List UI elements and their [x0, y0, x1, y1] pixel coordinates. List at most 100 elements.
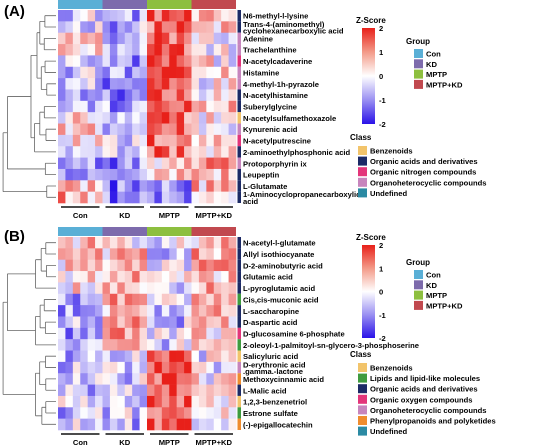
heatmap-cell — [72, 305, 81, 317]
heatmap-cell — [191, 78, 200, 90]
heatmap-cell — [221, 44, 229, 56]
heatmap-cell — [147, 66, 155, 79]
heatmap-cell — [154, 100, 163, 113]
heatmap-cell — [87, 293, 96, 306]
heatmap-cell — [206, 55, 215, 68]
group-legend-label: KD — [426, 60, 437, 69]
heatmap-cell — [117, 339, 126, 351]
heatmap-cell — [184, 44, 192, 56]
class-legend-swatch — [358, 156, 367, 166]
heatmap-cell — [198, 305, 207, 317]
heatmap-cell — [102, 271, 111, 283]
row-class-bar — [237, 271, 241, 283]
heatmap-cell — [80, 123, 88, 136]
heatmap-cell — [154, 10, 163, 22]
heatmap-cell — [65, 316, 74, 329]
heatmap-cell — [65, 237, 74, 249]
heatmap-cell — [228, 180, 237, 192]
heatmap-cell — [198, 282, 207, 295]
heatmap-cell — [124, 293, 133, 306]
heatmap-cell — [154, 157, 163, 170]
heatmap-cell — [206, 89, 215, 102]
heatmap-cell — [95, 361, 103, 374]
metabolite-label: Leupeptin — [243, 171, 280, 180]
row-class-bar — [237, 248, 241, 260]
heatmap-cell — [58, 112, 66, 124]
heatmap-cell — [132, 237, 140, 249]
heatmap-cell — [206, 168, 215, 181]
heatmap-cell — [147, 384, 155, 397]
heatmap-cell — [58, 32, 66, 45]
heatmap-cell — [72, 89, 81, 102]
heatmap-cell — [87, 66, 96, 79]
group-legend-title: Group — [406, 258, 430, 267]
heatmap-cell — [169, 305, 177, 317]
heatmap-cell — [95, 339, 103, 351]
metabolite-label: L-pyroglutamic acid — [243, 284, 316, 293]
class-legend-swatch — [358, 384, 367, 394]
heatmap-cell — [191, 21, 200, 34]
heatmap-cell — [169, 55, 177, 68]
heatmap-cell — [147, 316, 155, 329]
heatmap-cell — [117, 418, 126, 431]
heatmap-cell — [80, 395, 88, 408]
heatmap-cell — [65, 32, 74, 45]
heatmap-cell — [198, 395, 207, 408]
heatmap-cell — [95, 134, 103, 147]
heatmap-cell — [124, 21, 133, 34]
heatmap-cell — [87, 78, 96, 90]
heatmap-cell — [176, 259, 185, 272]
heatmap-cell — [228, 21, 237, 34]
heatmap-cell — [58, 373, 66, 385]
row-class-bar — [237, 168, 241, 181]
heatmap-cell — [132, 10, 140, 22]
row-class-bar — [237, 293, 241, 306]
heatmap-cell — [161, 100, 170, 113]
heatmap-cell — [206, 134, 215, 147]
heatmap-cell — [228, 305, 237, 317]
heatmap-cell — [65, 248, 74, 261]
heatmap-cell — [80, 316, 88, 329]
heatmap-cell — [161, 293, 170, 306]
heatmap-cell — [147, 395, 155, 408]
heatmap-cell — [87, 395, 96, 408]
heatmap-cell — [191, 44, 200, 56]
heatmap-cell — [154, 271, 163, 283]
heatmap-cell — [117, 407, 126, 419]
heatmap-cell — [109, 327, 118, 340]
heatmap-cell — [213, 384, 222, 397]
heatmap-cell — [58, 134, 66, 147]
heatmap-cell — [176, 248, 185, 261]
heatmap-cell — [95, 248, 103, 261]
metabolite-label: 1,2,3-benzenetriol — [243, 398, 307, 407]
heatmap-cell — [65, 157, 74, 170]
heatmap-cell — [221, 339, 229, 351]
heatmap-cell — [221, 316, 229, 329]
heatmap-cell — [72, 327, 81, 340]
heatmap-cell — [191, 112, 200, 124]
heatmap-cell — [58, 384, 66, 397]
heatmap-cell — [176, 271, 185, 283]
heatmap-cell — [102, 89, 111, 102]
heatmap-cell — [72, 180, 81, 192]
heatmap-cell — [117, 180, 126, 192]
heatmap-cell — [191, 123, 200, 136]
heatmap-cell — [213, 282, 222, 295]
heatmap-cell — [191, 418, 200, 431]
heatmap-cell — [184, 282, 192, 295]
heatmap-cell — [124, 384, 133, 397]
heatmap-cell — [161, 157, 170, 170]
metabolite-label: Salicyluric acid — [243, 352, 299, 361]
heatmap-cell — [198, 89, 207, 102]
metabolite-label: L-saccharopine — [243, 307, 299, 316]
heatmap-cell — [161, 418, 170, 431]
class-legend-label: Organic acids and derivatives — [370, 385, 478, 394]
heatmap-cell — [161, 32, 170, 45]
heatmap-cell — [161, 248, 170, 261]
heatmap-cell — [213, 78, 222, 90]
heatmap-cell — [117, 78, 126, 90]
heatmap-cell — [80, 407, 88, 419]
heatmap-cell — [65, 44, 74, 56]
heatmap-cell — [169, 384, 177, 397]
group-legend-swatch — [414, 59, 423, 69]
